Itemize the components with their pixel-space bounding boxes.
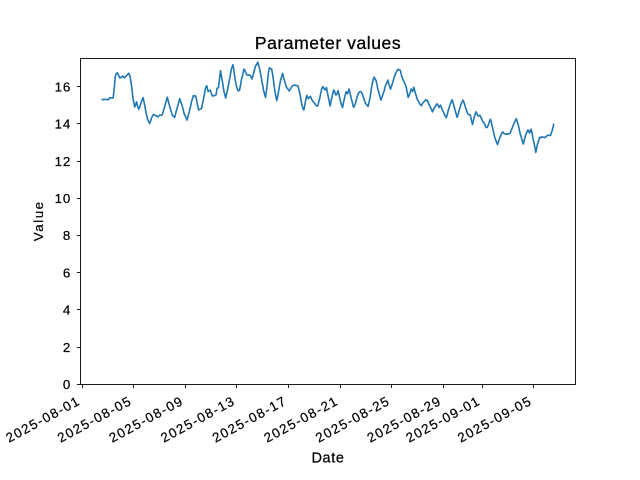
svg-text:10: 10 bbox=[55, 191, 72, 206]
svg-text:8: 8 bbox=[63, 228, 71, 243]
svg-text:Value: Value bbox=[31, 200, 46, 241]
svg-text:12: 12 bbox=[55, 154, 72, 169]
svg-text:Date: Date bbox=[311, 451, 344, 467]
svg-text:0: 0 bbox=[63, 377, 71, 392]
svg-text:6: 6 bbox=[63, 265, 71, 280]
svg-text:2: 2 bbox=[63, 340, 71, 355]
svg-text:16: 16 bbox=[55, 79, 72, 94]
svg-text:Parameter values: Parameter values bbox=[255, 33, 401, 53]
svg-text:4: 4 bbox=[63, 303, 71, 318]
svg-text:14: 14 bbox=[55, 117, 72, 132]
